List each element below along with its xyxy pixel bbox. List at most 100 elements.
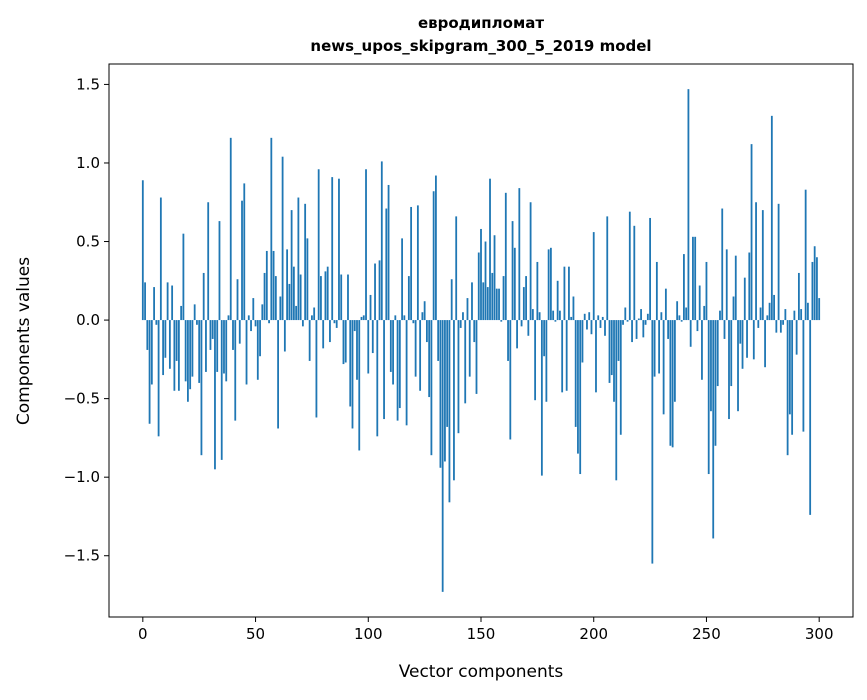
bar: [468, 320, 471, 377]
bar: [376, 320, 379, 437]
bar: [764, 320, 766, 368]
bar: [518, 188, 521, 321]
bar: [802, 320, 805, 432]
bar: [752, 320, 755, 360]
bar: [453, 320, 455, 481]
bar: [809, 320, 812, 515]
bar: [766, 315, 769, 321]
bar: [331, 177, 334, 321]
bar: [795, 320, 798, 355]
bar: [671, 320, 674, 448]
x-tick-label: 100: [354, 625, 383, 643]
bar: [471, 282, 473, 321]
bar: [710, 320, 712, 412]
bar: [387, 184, 390, 321]
chart-title-line-1: евродипломат: [418, 14, 544, 32]
x-tick-label: 0: [138, 625, 148, 643]
bar: [148, 320, 151, 424]
bar: [678, 315, 681, 321]
bar: [606, 216, 609, 321]
bar: [223, 320, 225, 374]
x-tick-label: 300: [805, 625, 834, 643]
bar: [383, 320, 385, 420]
x-tick-label: 250: [692, 625, 721, 643]
bar: [304, 203, 307, 321]
bar: [177, 320, 180, 391]
bar: [568, 266, 570, 321]
bar: [633, 225, 636, 321]
bar: [209, 320, 212, 350]
bar: [773, 294, 775, 321]
bar: [628, 211, 631, 321]
bar: [358, 320, 361, 451]
bar: [565, 320, 568, 391]
y-tick-label: 1.5: [76, 75, 100, 93]
bar: [162, 320, 165, 376]
bar: [313, 307, 316, 321]
y-tick-label: −0.5: [64, 390, 100, 408]
bar: [306, 238, 309, 321]
bar: [644, 320, 647, 325]
bar: [405, 320, 408, 426]
bar: [338, 178, 340, 321]
bar: [200, 320, 203, 456]
bar: [455, 216, 458, 321]
bar: [477, 252, 480, 321]
bar: [290, 210, 293, 321]
bar: [538, 312, 541, 321]
bar: [768, 302, 771, 321]
bar: [435, 175, 437, 321]
bar: [511, 221, 514, 321]
bar: [813, 246, 816, 321]
bar: [513, 247, 516, 321]
x-tick-label: 200: [579, 625, 608, 643]
bar: [482, 282, 485, 321]
bar: [673, 320, 676, 402]
bar: [701, 320, 703, 380]
bar: [414, 320, 417, 377]
bar: [552, 310, 555, 321]
bar: [347, 274, 349, 321]
bar: [441, 320, 444, 592]
bar: [164, 320, 167, 358]
bar: [577, 320, 579, 454]
bar: [574, 320, 577, 427]
bar: [622, 320, 624, 325]
bar: [261, 304, 264, 321]
bar: [464, 320, 467, 404]
bar: [202, 272, 205, 321]
bar: [187, 320, 189, 402]
bar: [721, 208, 724, 321]
bar: [559, 310, 561, 321]
bar: [556, 280, 559, 321]
bar: [385, 208, 388, 321]
bar: [150, 320, 153, 385]
bar: [495, 288, 498, 321]
bar: [462, 312, 464, 321]
bar: [640, 309, 642, 321]
bar: [486, 287, 489, 321]
bar: [389, 320, 392, 372]
bar: [362, 315, 365, 321]
bar: [274, 276, 277, 321]
bar: [335, 320, 338, 328]
bar: [680, 320, 683, 322]
bar: [349, 320, 352, 407]
bar: [493, 235, 496, 321]
bar: [311, 315, 313, 321]
bar: [238, 320, 241, 344]
bar: [320, 276, 322, 321]
bar: [723, 320, 726, 339]
bar: [214, 320, 216, 470]
bar: [712, 320, 715, 539]
bar: [270, 137, 273, 321]
bar: [777, 203, 780, 321]
bar: [423, 301, 426, 321]
bar: [782, 320, 785, 325]
bar: [419, 320, 422, 391]
bar: [660, 312, 663, 321]
bar: [198, 320, 201, 383]
bar: [272, 250, 275, 321]
bar: [155, 320, 158, 325]
bar: [220, 320, 223, 460]
